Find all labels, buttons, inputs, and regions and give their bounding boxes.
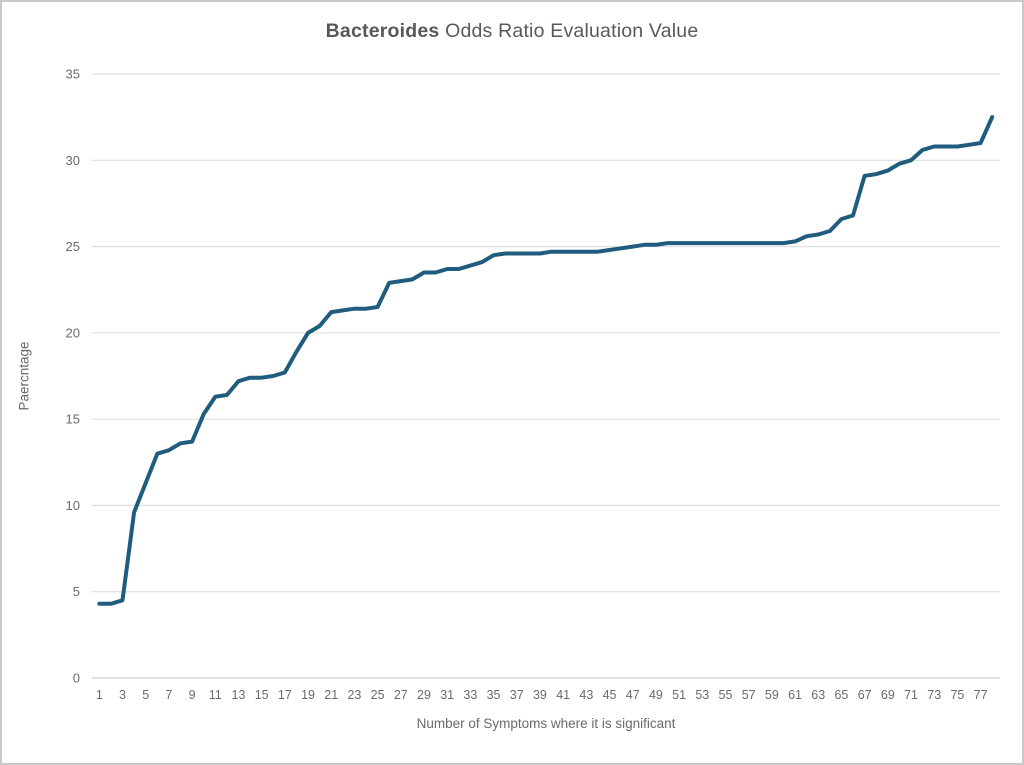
x-tick-label: 53: [695, 688, 709, 702]
x-tick-label: 45: [603, 688, 617, 702]
x-tick-label: 1: [96, 688, 103, 702]
y-tick-label: 10: [66, 498, 80, 513]
x-tick-label: 37: [510, 688, 524, 702]
x-tick-label: 47: [626, 688, 640, 702]
x-tick-label: 59: [765, 688, 779, 702]
x-tick-label: 13: [232, 688, 246, 702]
x-tick-label: 65: [834, 688, 848, 702]
x-tick-label: 3: [119, 688, 126, 702]
x-tick-label: 23: [347, 688, 361, 702]
x-tick-label: 33: [463, 688, 477, 702]
x-tick-label: 43: [579, 688, 593, 702]
y-tick-label: 0: [73, 671, 80, 686]
x-tick-label: 51: [672, 688, 686, 702]
x-tick-label: 49: [649, 688, 663, 702]
y-tick-label: 30: [66, 153, 80, 168]
y-tick-label: 15: [66, 412, 80, 427]
x-tick-label: 61: [788, 688, 802, 702]
x-tick-label: 15: [255, 688, 269, 702]
x-tick-label: 39: [533, 688, 547, 702]
x-tick-label: 21: [324, 688, 338, 702]
data-line: [97, 115, 995, 606]
x-tick-label: 57: [742, 688, 756, 702]
x-tick-label: 41: [556, 688, 570, 702]
x-tick-label: 7: [165, 688, 172, 702]
x-tick-label: 35: [487, 688, 501, 702]
x-tick-label: 73: [927, 688, 941, 702]
x-tick-label: 71: [904, 688, 918, 702]
chart-title-bold: Bacteroides: [325, 20, 440, 42]
x-tick-label: 9: [189, 688, 196, 702]
x-tick-label: 77: [974, 688, 988, 702]
x-tick-label: 11: [209, 688, 222, 702]
x-tick-label: 29: [417, 688, 431, 702]
y-tick-label: 5: [73, 584, 80, 599]
x-tick-label: 69: [881, 688, 895, 702]
x-tick-label: 5: [142, 688, 149, 702]
x-tick-label: 17: [278, 688, 292, 702]
y-tick-label: 25: [66, 239, 80, 254]
x-axis-title: Number of Symptoms where it is significa…: [416, 716, 676, 731]
y-tick-label: 20: [66, 325, 80, 340]
x-tick-label: 25: [371, 688, 385, 702]
chart-title-regular: Odds Ratio Evaluation Value: [439, 20, 699, 42]
x-tick-label: 75: [950, 688, 964, 702]
x-tick-label: 55: [719, 688, 733, 702]
x-tick-label: 31: [440, 688, 454, 702]
x-tick-label: 19: [301, 688, 315, 702]
chart-title: Bacteroides Odds Ratio Evaluation Value: [2, 20, 1022, 43]
y-tick-label: 35: [66, 67, 80, 82]
x-tick-label: 67: [858, 688, 872, 702]
x-tick-label: 27: [394, 688, 408, 702]
x-tick-label: 63: [811, 688, 825, 702]
